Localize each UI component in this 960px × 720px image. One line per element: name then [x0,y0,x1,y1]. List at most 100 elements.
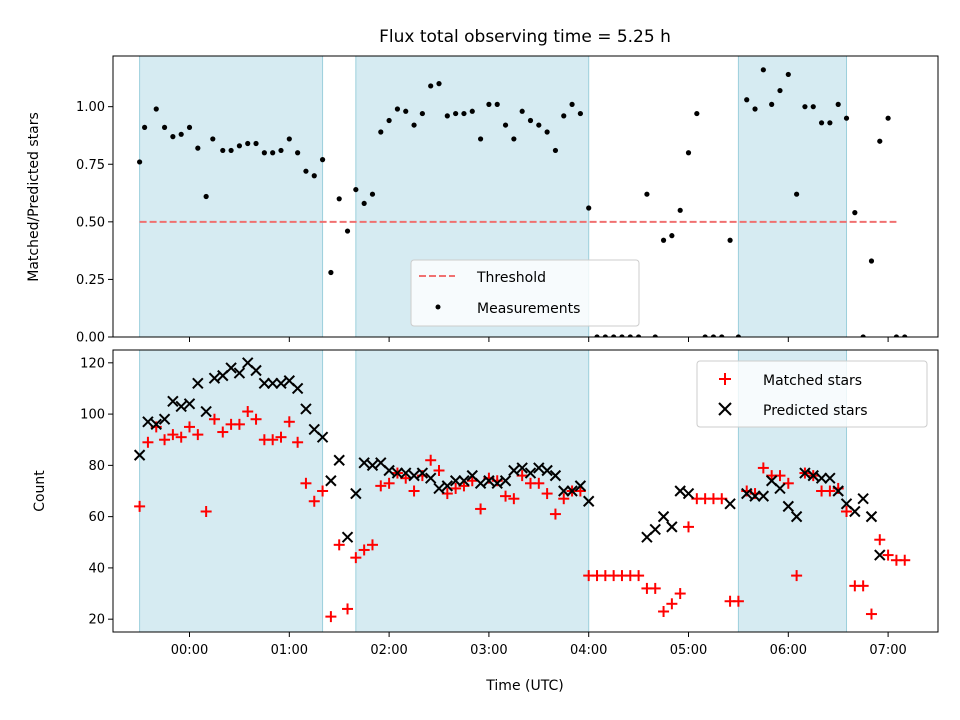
measurement-point [810,104,816,110]
matched-star-point [425,454,437,466]
measurement-point [195,145,201,151]
measurement-point [577,110,583,117]
matched-star-point [184,421,196,433]
predicted-star-point [133,449,146,461]
measurements-legend-swatch [435,304,441,310]
measurement-point [253,140,259,147]
matched-star-point [541,488,553,500]
matched-star-point [549,508,561,520]
measurement-point [319,157,326,163]
matched-star-point [366,539,378,551]
measurement-point [161,124,168,131]
matched-star-point [732,595,744,607]
measurement-point [877,138,883,144]
measurement-point [295,150,301,156]
measurement-point [203,193,209,200]
bottom-y-tick-label: 20 [88,613,105,628]
matched-star-point [433,464,445,476]
predicted-star-point [433,482,445,495]
measurement-point [494,101,500,107]
measurement-point [378,129,384,135]
bottom-x-tick-label: 06:00 [770,643,807,658]
predicted-star-point [533,462,545,474]
matched-star-point [308,495,320,507]
measurement-point [428,83,434,89]
predicted-star-point [391,467,404,479]
predicted-star-point [483,475,495,487]
measurement-point [827,120,833,126]
matched-star-point [192,429,204,441]
predicted-star-point [849,505,861,518]
matched-star-point [674,588,686,600]
matched-star-point [791,570,803,582]
measurement-point [178,131,184,137]
matched-star-point [383,477,395,489]
top-shaded-interval [737,55,848,338]
matched-star-point [134,500,146,512]
bottom-y-tick-label: 40 [88,561,105,576]
measurement-point [619,334,625,337]
measurement-point [220,147,226,154]
top-panel-title: Flux total observing time = 5.25 h [379,27,671,47]
measurement-point [311,173,317,179]
measurement-point [394,106,401,112]
predicted-star-point [874,549,886,561]
measurement-point [685,150,692,156]
measurement-point [769,101,775,107]
measurement-point [544,129,550,135]
top-y-tick-label: 1.00 [76,100,105,115]
measurement-point [744,97,750,103]
predicted-star-point [474,477,487,490]
bottom-y-tick-label: 100 [80,408,105,423]
predicted-star-point [300,403,312,415]
measurement-point [752,106,758,112]
measurement-point [386,117,392,124]
matched-star-point [857,580,869,592]
measurement-point [702,334,708,337]
predicted-star-point [824,472,836,484]
measurement-point [477,136,484,142]
predicted-star-point [167,395,179,407]
measurement-point [278,147,284,154]
predicted-star-point [208,372,221,384]
predicted-star-point [774,482,786,495]
predicted-legend-swatch [718,402,732,416]
top-panel-frame [112,55,939,338]
measurement-point [170,134,176,140]
measurement-point [611,334,617,337]
matched-legend-label: Matched stars [763,373,862,389]
measurement-point [669,233,675,239]
predicted-star-point [815,472,828,484]
predicted-star-point [175,400,187,413]
measurement-point [569,101,575,107]
measurement-point [210,136,216,142]
predicted-star-point [350,487,362,500]
predicted-star-point [192,377,204,390]
matched-star-point [574,485,586,497]
predicted-star-point [657,510,670,523]
measurement-point [153,106,159,112]
predicted-star-point [258,377,271,390]
predicted-star-point [358,457,370,469]
bottom-x-tick-label: 00:00 [171,643,208,658]
measurement-point [228,147,234,154]
predicted-star-point [549,469,562,482]
matched-star-point [242,406,254,418]
measurements-legend-label: Measurements [477,301,580,317]
measurement-point [261,150,267,156]
bottom-panel: 20 40 60 80 100 120 00:00 01:00 02:00 03:00 04:00… [32,349,939,694]
measurement-point [403,108,409,114]
measurement-point [561,113,567,119]
matched-star-point [375,480,387,492]
matched-star-point [666,598,678,610]
matched-star-point [649,582,661,594]
predicted-star-point [158,413,171,425]
matched-star-point [217,426,229,438]
predicted-star-point [291,382,304,395]
measurement-point [137,159,143,165]
measurement-point [636,334,642,337]
top-y-tick-label: 0.75 [76,158,105,173]
measurement-point [303,168,309,174]
bottom-x-ticks: 00:00 01:00 02:00 03:00 04:00 05:00 06:00 07:00 [171,632,907,658]
